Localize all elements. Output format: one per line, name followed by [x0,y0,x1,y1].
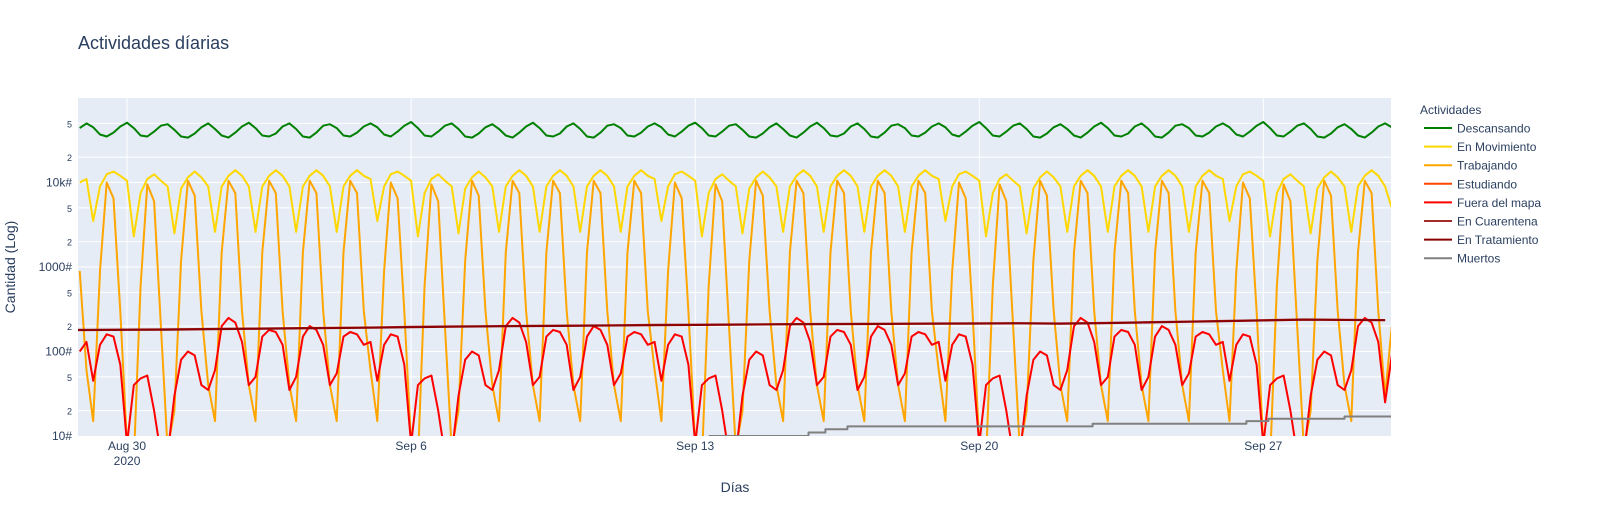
legend-item[interactable]: En Tratamiento [1424,233,1539,247]
x-tick-label: Sep 13 [676,439,714,453]
series-line-descansando [79,121,1391,139]
legend-label: En Tratamiento [1457,233,1539,247]
x-tick-label: Sep 27 [1244,439,1282,453]
legend-label: Muertos [1457,252,1500,266]
series-line-en-tratamiento [78,318,1386,332]
y-axis-ticks: 10# 2 5 100# 2 5 1000# 2 5 10k# 2 5 [39,119,73,443]
y-tick-label: 2 [67,322,72,332]
y-tick-label: 2 [67,407,72,417]
gridlines [78,98,1391,436]
legend-item[interactable]: Estudiando [1424,177,1517,191]
legend-item[interactable]: En Movimiento [1424,140,1537,154]
y-tick-label: 2 [67,238,72,248]
x-axis-title: Días [721,479,750,495]
series-line-fuera-del-mapa [78,316,1391,436]
x-tick-label: Sep 20 [960,439,998,453]
legend-item[interactable]: Descansando [1424,122,1531,136]
legend-item[interactable]: En Cuarentena [1424,215,1538,229]
y-tick-label: 100# [45,345,72,359]
legend-label: Fuera del mapa [1457,196,1541,210]
legend: Actividades Descansando En Movimiento Trab… [1420,103,1541,266]
y-tick-label: 5 [67,373,72,383]
y-tick-label: 2 [67,153,72,163]
y-tick-label: 10# [52,429,72,443]
y-tick-label: 5 [67,288,72,298]
series-line-muertos [708,415,1391,436]
legend-label: Estudiando [1457,177,1517,191]
y-tick-label: 10k# [46,176,72,190]
y-tick-label: 5 [67,204,72,214]
legend-item[interactable]: Fuera del mapa [1424,196,1541,210]
legend-item[interactable]: Muertos [1424,252,1500,266]
legend-label: En Movimiento [1457,140,1537,154]
legend-label: Trabajando [1457,159,1518,173]
legend-title: Actividades [1420,103,1481,117]
series-lines [78,121,1391,436]
y-tick-label: 5 [67,119,72,129]
x-tick-label: Aug 30 [108,439,146,453]
x-tick-sublabel: 2020 [114,454,141,468]
legend-label: En Cuarentena [1457,215,1538,229]
series-line-en-movimiento [79,169,1391,238]
chart-title: Actividades díarias [78,33,229,53]
y-axis-title: Cantidad (Log) [2,221,18,314]
legend-label: Descansando [1457,122,1531,136]
y-tick-label: 1000# [39,260,73,274]
legend-item[interactable]: Trabajando [1424,159,1518,173]
x-tick-label: Sep 6 [395,439,427,453]
